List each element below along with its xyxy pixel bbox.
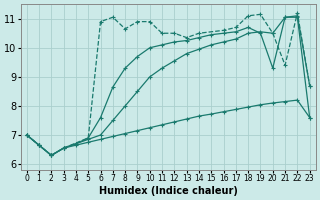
X-axis label: Humidex (Indice chaleur): Humidex (Indice chaleur) [99, 186, 238, 196]
